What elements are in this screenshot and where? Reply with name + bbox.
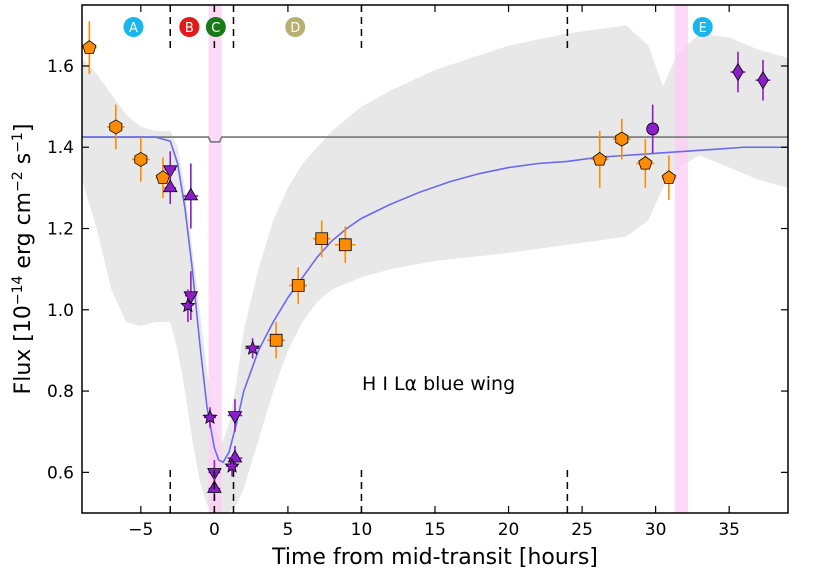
data-point-square [338,238,352,252]
data-point-pentagon [82,40,97,54]
y-axis-title-part: Flux [10 [11,305,36,394]
phase-marker-d [285,17,306,37]
y-tick-label: 1.2 [47,220,74,240]
data-point-up-triangle [183,187,199,201]
uncertainty-band [82,25,788,513]
y-axis-title: Flux [10−14 erg cm−2 s−1] [10,124,36,395]
phase-shaded-band [208,5,222,513]
y-axis-title-part: s [11,153,36,171]
phase-marker-b [179,17,200,37]
data-point-star [202,409,218,425]
x-tick-label: 0 [209,520,220,540]
data-point-diamond [732,62,744,82]
y-axis-title-part: −14 [10,275,26,305]
data-point-pentagon [661,170,676,184]
x-tick-label: 35 [718,520,740,540]
x-tick-label: 10 [351,520,373,540]
phase-label: C [211,21,220,36]
data-point-pentagon [592,151,607,166]
data-point-square [269,333,283,347]
phase-label: D [290,21,300,36]
x-tick-label: 25 [571,520,593,540]
y-axis-title-part: ] [11,124,36,133]
y-tick-label: 0.8 [47,382,74,402]
x-tick-label: 15 [424,520,446,540]
data-point-hexagon [134,151,148,167]
phase-label: A [129,21,138,36]
data-point-circle [646,122,660,136]
y-tick-label: 1.4 [47,138,74,158]
data-point-hexagon [615,131,629,147]
data-point-star [180,297,196,313]
data-point-hexagon [109,119,123,135]
wing-annotation: H I Lα blue wing [362,373,515,395]
x-tick-label: 5 [283,520,294,540]
reference-line [82,136,788,143]
phase-marker-e [692,17,713,37]
x-tick-label: −5 [128,520,153,540]
phase-shaded-band [674,5,688,513]
x-tick-label: 20 [498,520,520,540]
y-tick-label: 1.6 [47,57,74,77]
data-point-star [224,458,240,473]
data-point-down-triangle [162,165,178,179]
y-axis-title-part: −2 [10,171,26,192]
y-axis-title-part: erg cm [11,192,36,276]
data-point-pentagon [638,156,653,170]
data-point-square [291,279,305,292]
data-point-down-triangle [227,411,243,424]
phase-label: B [185,21,194,36]
data-point-up-triangle [162,179,178,193]
phase-marker-c [205,17,226,37]
x-tick-label: 30 [645,520,667,540]
phase-label: E [699,21,707,36]
phase-marker-a [123,17,144,37]
y-tick-label: 0.6 [47,463,74,483]
y-tick-label: 1.0 [47,301,74,321]
data-point-diamond [757,71,769,90]
x-axis-title: Time from mid-transit [hours] [271,545,598,570]
y-axis-title-part: −1 [10,132,26,153]
data-point-star [244,340,261,355]
data-point-square [315,232,329,246]
